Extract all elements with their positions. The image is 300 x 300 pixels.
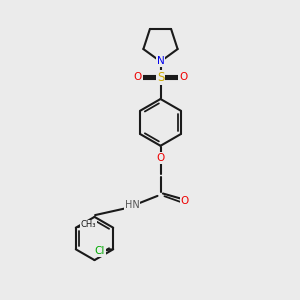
Text: S: S: [157, 71, 164, 84]
Text: O: O: [156, 153, 165, 163]
Text: CH₃: CH₃: [81, 220, 96, 229]
Text: O: O: [180, 196, 189, 206]
Text: O: O: [134, 72, 142, 82]
Text: HN: HN: [124, 200, 140, 211]
Text: O: O: [179, 72, 187, 82]
Text: Cl: Cl: [94, 246, 105, 256]
Text: N: N: [157, 56, 164, 67]
